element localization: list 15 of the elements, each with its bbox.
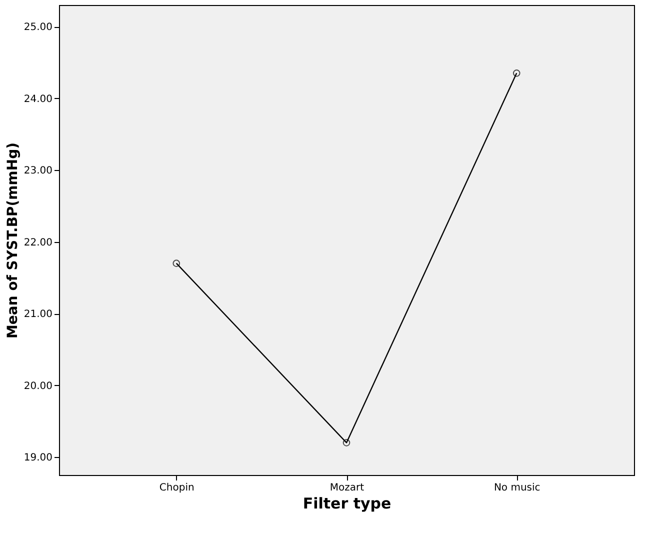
y-tick-label: 20.00 — [24, 380, 52, 392]
point — [342, 439, 350, 446]
x-tick-label: No music — [494, 482, 540, 494]
point — [172, 260, 180, 267]
y-tick-label: 25.00 — [24, 22, 52, 34]
y-tick-label: 22.00 — [24, 237, 52, 248]
y-tick-label: 21.00 — [24, 309, 52, 320]
x-axis-title: Filter type — [302, 494, 392, 512]
y-axis-title: Mean of SYST.BP(mmHg) — [4, 142, 21, 338]
x-tick-label: Chopin — [159, 482, 194, 494]
y-tick-label: 24.00 — [24, 94, 52, 105]
point — [512, 70, 520, 77]
y-tick-label: 23.00 — [24, 166, 52, 177]
x-tick-label: Mozart — [330, 482, 364, 494]
y-tick-label: 19.00 — [24, 452, 52, 464]
